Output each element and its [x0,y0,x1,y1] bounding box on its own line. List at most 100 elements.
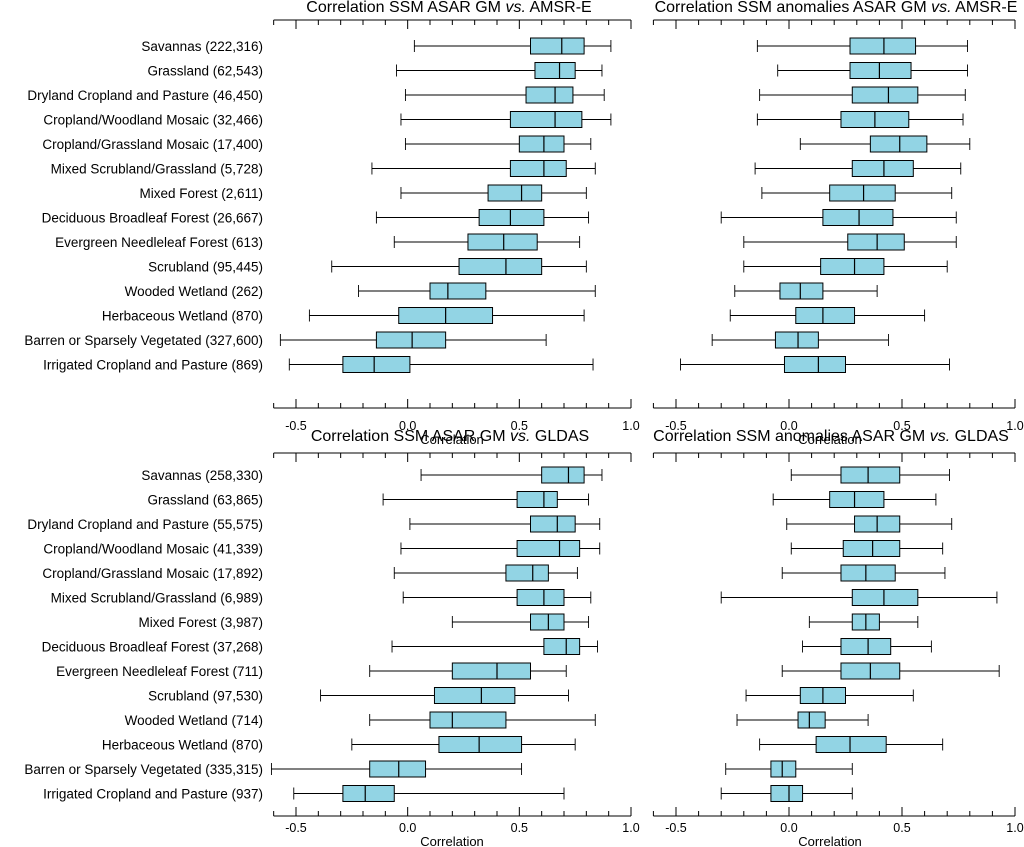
box-row [711,331,889,349]
box-row [320,687,569,704]
panel-ssm-amsre: Correlation SSM ASAR GM vs. AMSR-E -0.5 0.… [24,0,639,447]
iqr-box [779,282,824,300]
x-tick-label: 1.0 [1006,821,1023,835]
iqr-box [530,515,576,533]
iqr-box [525,86,574,104]
box-row [400,540,601,557]
iqr-box [342,356,411,373]
iqr-box [451,662,532,680]
iqr-box [770,760,797,778]
iqr-box [438,736,523,753]
iqr-box [369,760,427,778]
box-row [371,160,596,177]
category-label: Scrubland (95,445) [148,260,263,275]
box-row [369,662,567,680]
box-row [756,111,964,128]
category-label: Mixed Forest (3,987) [138,615,263,630]
x-tick-label: 1.0 [622,821,639,835]
panel-title-suffix: AMSR-E [526,0,592,16]
panel-title-prefix: Correlation SSM ASAR GM [311,428,510,445]
box-row [404,86,605,104]
box-row [393,564,578,582]
box-row [745,687,914,704]
box-row [761,184,953,202]
box-row [808,613,919,631]
box-row [308,307,585,324]
box-row [759,86,966,104]
category-label: Cropland/Woodland Mosaic (41,339) [43,542,263,557]
box-row [409,515,601,533]
iqr-box [433,687,516,704]
iqr-box [429,282,487,300]
panel-title-vs: vs. [930,428,950,445]
box-row [754,160,962,177]
iqr-box [342,785,395,802]
iqr-box [840,466,901,484]
iqr-box [509,111,583,128]
iqr-box [840,638,892,655]
panel-title-vs: vs. [510,428,530,445]
iqr-box [429,711,507,729]
category-label: Dryland Cropland and Pasture (46,450) [27,88,263,103]
box-row [743,233,957,251]
x-tick-label: 0.0 [780,821,797,835]
iqr-box [849,37,917,55]
iqr-box [815,736,887,753]
x-tick-label: -0.5 [665,419,687,433]
iqr-box [842,540,901,557]
box-row [288,356,594,373]
x-tick-label: 0.5 [893,419,910,433]
x-axis-title: Correlation [420,432,484,447]
iqr-box [530,37,585,55]
iqr-box [530,613,565,631]
x-tick-label: 0.5 [511,821,528,835]
box-row [790,540,944,557]
iqr-box [851,589,919,606]
category-label: Barren or Sparsely Vegetated (335,315) [24,762,263,777]
panel-title: Correlation SSM anomalies ASAR GM vs. GL… [653,428,1009,445]
box-row [331,258,587,275]
iqr-box [516,491,558,508]
category-label: Grassland (62,543) [147,64,263,79]
x-tick-label: 1.0 [1006,419,1023,433]
x-tick-label: 0.0 [780,419,797,433]
box-row [720,589,998,606]
box-row [400,184,587,202]
box-row [420,466,603,484]
box-row [270,760,523,778]
box-row [729,307,926,324]
panel-title: Correlation SSM anomalies ASAR GM vs. AM… [655,0,1018,16]
x-tick-label: 0.0 [399,419,416,433]
box-row [759,736,944,753]
box-row [391,638,598,655]
category-label: Savannas (258,330) [141,468,263,483]
panel-title-prefix: Correlation SSM anomalies ASAR GM [655,0,932,16]
box-row [451,613,590,631]
box-row [781,564,946,582]
box-row [734,282,878,300]
category-label: Barren or Sparsely Vegetated (327,600) [24,333,263,348]
box-row [404,135,592,153]
box-row [777,62,968,79]
box-row [799,135,971,153]
iqr-box [869,135,928,153]
x-tick-label: -0.5 [285,821,307,835]
category-label: Mixed Scrubland/Grassland (5,728) [51,162,263,177]
iqr-box [795,307,856,324]
iqr-box [487,184,543,202]
iqr-box [467,233,538,251]
box-row [293,785,565,802]
iqr-box [505,564,549,582]
panel-title-vs: vs. [505,0,525,16]
box-row [413,37,612,55]
iqr-box [541,466,585,484]
category-label: Mixed Scrubland/Grassland (6,989) [51,591,263,606]
panel-anomalies-gldas: Correlation SSM anomalies ASAR GM vs. GL… [652,428,1024,847]
box-row [802,638,932,655]
x-tick-label: -0.5 [285,419,307,433]
category-label: Herbaceous Wetland (870) [102,738,263,753]
iqr-box [820,258,885,275]
category-label: Evergreen Needleleaf Forest (711) [56,664,263,679]
iqr-box [829,491,885,508]
panel-title-suffix: GLDAS [950,428,1009,445]
